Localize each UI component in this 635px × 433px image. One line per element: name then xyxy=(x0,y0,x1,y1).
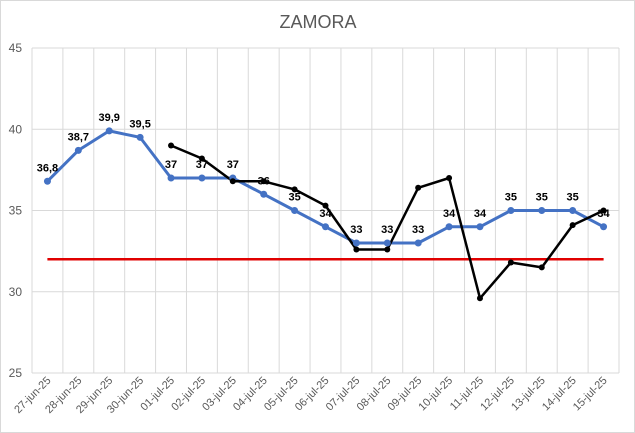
data-point xyxy=(415,184,422,191)
data-point xyxy=(476,223,484,231)
data-point xyxy=(74,146,82,154)
data-point xyxy=(352,239,360,247)
data-point xyxy=(322,202,329,209)
data-label: 35 xyxy=(505,192,517,204)
data-label: 39,9 xyxy=(99,112,120,124)
y-tick-label: 35 xyxy=(9,204,23,218)
data-label: 34 xyxy=(319,208,332,220)
data-point xyxy=(384,246,391,253)
data-label: 35 xyxy=(288,192,300,204)
data-label: 33 xyxy=(350,224,362,236)
data-point xyxy=(167,174,175,182)
data-point xyxy=(600,207,607,214)
data-point xyxy=(383,239,391,247)
data-point xyxy=(198,174,206,182)
y-tick-label: 45 xyxy=(9,41,23,55)
data-point xyxy=(291,186,298,193)
data-point xyxy=(569,207,577,214)
data-label: 34 xyxy=(474,208,487,220)
data-point xyxy=(43,177,51,185)
data-point xyxy=(507,259,514,266)
chart-title: ZAMORA xyxy=(279,12,356,32)
data-label: 35 xyxy=(567,192,579,204)
data-point xyxy=(136,133,144,141)
data-point xyxy=(507,207,515,214)
data-point xyxy=(569,222,576,229)
data-point xyxy=(600,223,608,231)
y-tick-label: 40 xyxy=(9,122,23,136)
data-label: 36,8 xyxy=(37,162,58,174)
gridlines xyxy=(31,47,620,374)
data-label: 35 xyxy=(536,192,548,204)
data-labels: 36,8 38,7 39,9 39,5 37 37 37 36 35 34 33 33 33 34 34 35… xyxy=(37,112,611,236)
data-point xyxy=(260,190,268,198)
data-point xyxy=(168,142,175,149)
data-label: 37 xyxy=(165,159,177,171)
data-label: 33 xyxy=(412,224,424,236)
data-point xyxy=(476,295,483,302)
data-label: 39,5 xyxy=(129,118,150,130)
y-tick-label: 30 xyxy=(9,285,23,299)
data-point xyxy=(538,207,546,214)
y-tick-label: 25 xyxy=(9,366,23,380)
data-point xyxy=(445,223,453,231)
data-point xyxy=(229,178,236,185)
data-point xyxy=(446,175,453,181)
data-point xyxy=(105,127,113,135)
data-label: 34 xyxy=(443,208,456,220)
data-point xyxy=(198,155,205,162)
data-label: 33 xyxy=(381,224,393,236)
data-label: 37 xyxy=(196,159,208,171)
data-point xyxy=(414,239,422,247)
data-point xyxy=(260,178,267,185)
y-axis-ticks: 25 30 35 40 45 xyxy=(9,41,23,380)
data-point xyxy=(291,207,299,214)
data-label: 36 xyxy=(258,175,270,187)
data-label: 38,7 xyxy=(68,131,89,143)
data-point xyxy=(538,264,545,271)
data-points xyxy=(43,127,608,302)
data-point xyxy=(322,223,329,231)
data-label: 34 xyxy=(597,208,610,220)
data-point xyxy=(353,246,360,253)
data-label: 37 xyxy=(227,159,239,171)
